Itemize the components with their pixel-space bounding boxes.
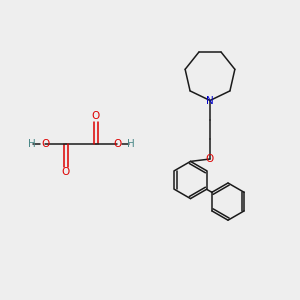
Text: O: O [113, 139, 121, 149]
Text: H: H [127, 139, 134, 149]
Text: O: O [206, 154, 214, 164]
Text: H: H [28, 139, 35, 149]
Text: O: O [62, 167, 70, 177]
Text: O: O [92, 111, 100, 122]
Text: O: O [41, 139, 49, 149]
Text: N: N [206, 95, 214, 106]
